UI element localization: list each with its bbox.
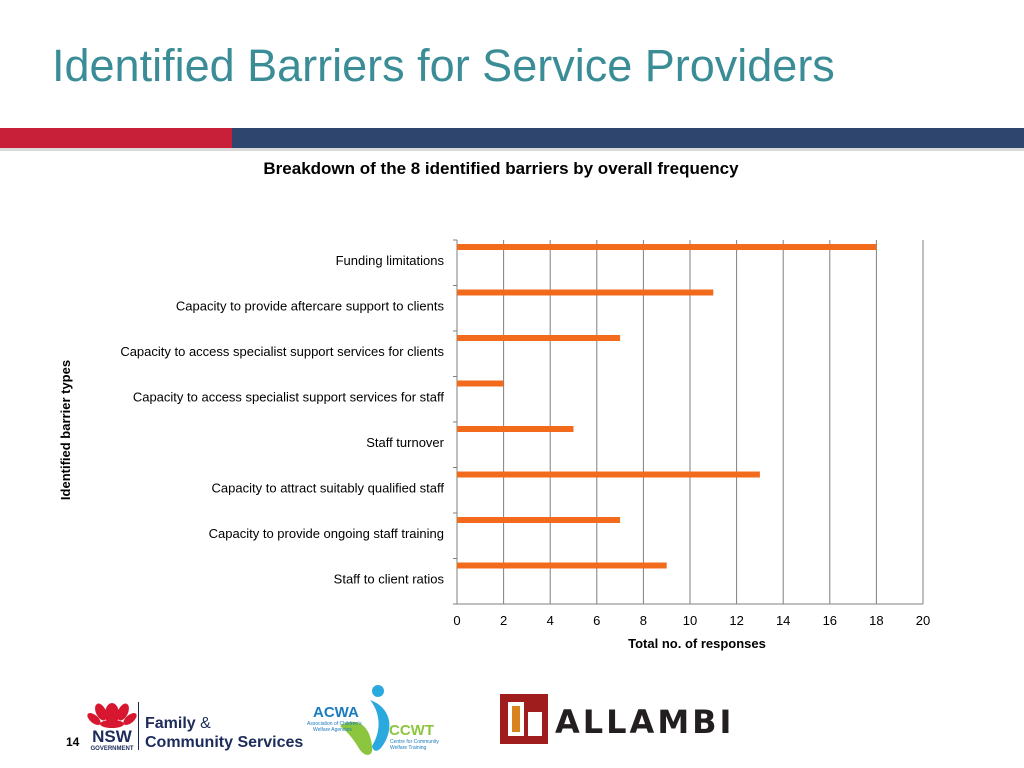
y-axis-title: Identified barrier types: [58, 360, 73, 500]
x-tick-label: 0: [453, 613, 460, 628]
bar: [457, 244, 877, 250]
bars: [457, 244, 877, 569]
facs-community-text: Community Services: [145, 734, 303, 751]
chart-title: Breakdown of the 8 identified barriers b…: [263, 159, 739, 178]
nsw-government-text: GOVERNMENT: [90, 746, 133, 752]
divider-red-segment: [0, 128, 232, 148]
acwa-subtext-1: Association of Children's: [307, 721, 362, 727]
allambi-text: ALLAMBI: [555, 703, 734, 741]
bar: [457, 517, 621, 523]
x-tick-label: 2: [500, 613, 507, 628]
x-tick-label: 18: [869, 613, 883, 628]
ccwt-text: CCWT: [389, 722, 434, 739]
x-tick-label: 8: [640, 613, 647, 628]
bar: [457, 471, 760, 478]
divider-blue-segment: [232, 128, 1024, 148]
divider-shadow: [0, 148, 1024, 151]
bar: [457, 426, 574, 432]
acwa-subtext-2: Welfare Agencies: [313, 727, 352, 733]
bar: [457, 289, 714, 296]
nsw-waratah-logo: NSW GOVERNMENT: [87, 703, 137, 752]
facs-family-text: Family &: [145, 715, 211, 732]
category-label: Funding limitations: [336, 253, 445, 268]
header-divider: [0, 128, 1024, 151]
x-tick-label: 10: [683, 613, 697, 628]
bar-chart: Breakdown of the 8 identified barriers b…: [58, 159, 930, 651]
allambi-logo: ALLAMBI: [500, 694, 734, 744]
page-number: 14: [66, 735, 80, 749]
x-tick-label: 6: [593, 613, 600, 628]
ccwt-subtext-2: Welfare Training: [390, 745, 427, 751]
bar: [457, 562, 667, 569]
category-label: Capacity to attract suitably qualified s…: [212, 481, 445, 496]
x-tick-label: 14: [776, 613, 790, 628]
grid-lines: [503, 240, 924, 604]
category-label: Capacity to access specialist support se…: [133, 390, 445, 405]
bar: [457, 380, 504, 387]
ccwt-subtext-1: Centre for Community: [390, 739, 439, 745]
x-axis-title: Total no. of responses: [628, 636, 766, 651]
category-label: Capacity to access specialist support se…: [120, 344, 444, 359]
nsw-text: NSW: [92, 727, 133, 746]
category-label: Staff to client ratios: [334, 572, 445, 587]
acwa-ccwt-logo: ACWA Association of Children's Welfare A…: [307, 685, 439, 755]
facs-logo: Family & Community Services: [145, 715, 303, 751]
x-tick-label: 4: [547, 613, 554, 628]
category-label: Capacity to provide ongoing staff traini…: [209, 526, 444, 541]
x-tick-labels: 0 2 4 6 8 10 12 14 16 18 20: [453, 613, 930, 628]
x-tick-label: 16: [823, 613, 837, 628]
x-tick-label: 20: [916, 613, 930, 628]
x-tick-label: 12: [729, 613, 743, 628]
acwa-text: ACWA: [313, 704, 359, 721]
slide-title: Identified Barriers for Service Provider…: [52, 40, 835, 91]
category-labels: Funding limitations Capacity to provide a…: [120, 253, 444, 587]
bar: [457, 335, 621, 341]
category-label: Staff turnover: [366, 435, 444, 450]
axes: [453, 239, 923, 605]
category-label: Capacity to provide aftercare support to…: [176, 299, 445, 314]
footer-logos: NSW GOVERNMENT Family & Community Servic…: [87, 685, 734, 755]
